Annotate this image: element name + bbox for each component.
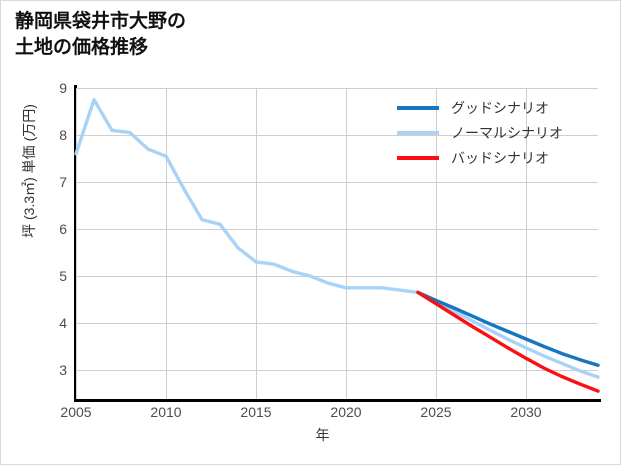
gridline-horizontal	[76, 276, 598, 277]
series-line	[416, 290, 600, 393]
gridline-vertical	[256, 88, 257, 399]
x-tick-label: 2005	[60, 404, 92, 420]
gridline-horizontal	[76, 323, 598, 324]
gridline-horizontal	[76, 135, 598, 136]
gridline-vertical	[346, 88, 347, 399]
y-tick-label: 3	[59, 362, 67, 378]
legend: グッドシナリオ ノーマルシナリオ バッドシナリオ	[397, 95, 607, 170]
x-tick-label: 2030	[510, 404, 542, 420]
plot-area	[74, 88, 600, 399]
y-tick-label: 9	[59, 80, 67, 96]
gridline-horizontal	[76, 229, 598, 230]
y-tick-label: 6	[59, 221, 67, 237]
series-line	[416, 290, 600, 367]
y-axis-label: 坪 (3.3㎡) 単価 (万円)	[21, 104, 37, 238]
legend-item[interactable]: グッドシナリオ	[397, 95, 607, 120]
y-tick-label: 7	[59, 174, 67, 190]
gridline-horizontal	[76, 88, 598, 89]
x-axis-label: 年	[1, 425, 621, 445]
gridline-vertical	[526, 88, 527, 399]
series-lines	[74, 98, 600, 393]
legend-label: グッドシナリオ	[451, 99, 549, 116]
gridline-horizontal	[76, 370, 598, 371]
legend-item[interactable]: ノーマルシナリオ	[397, 120, 607, 145]
x-tick-label: 2025	[420, 404, 452, 420]
y-tick-label: 5	[59, 268, 67, 284]
x-tick-label: 2010	[150, 404, 182, 420]
legend-label: ノーマルシナリオ	[451, 124, 563, 141]
x-tick-label: 2020	[330, 404, 362, 420]
gridline-vertical	[166, 88, 167, 399]
y-tick-label: 4	[59, 315, 67, 331]
x-axis-label-text: 年	[315, 427, 330, 443]
legend-label: バッドシナリオ	[451, 149, 549, 166]
gridline-horizontal	[76, 182, 598, 183]
series-line	[74, 98, 600, 379]
legend-swatch-good	[397, 105, 439, 110]
x-tick-label: 2015	[240, 404, 272, 420]
y-tick-label: 8	[59, 127, 67, 143]
gridline-vertical	[76, 88, 77, 399]
legend-swatch-bad	[397, 155, 439, 160]
legend-item[interactable]: バッドシナリオ	[397, 145, 607, 170]
page-title: 静岡県袋井市大野の 土地の価格推移	[15, 11, 187, 58]
gridline-vertical	[436, 88, 437, 399]
x-axis-spine	[74, 399, 601, 402]
legend-swatch-normal	[397, 130, 439, 135]
y-axis-spine	[74, 85, 77, 402]
